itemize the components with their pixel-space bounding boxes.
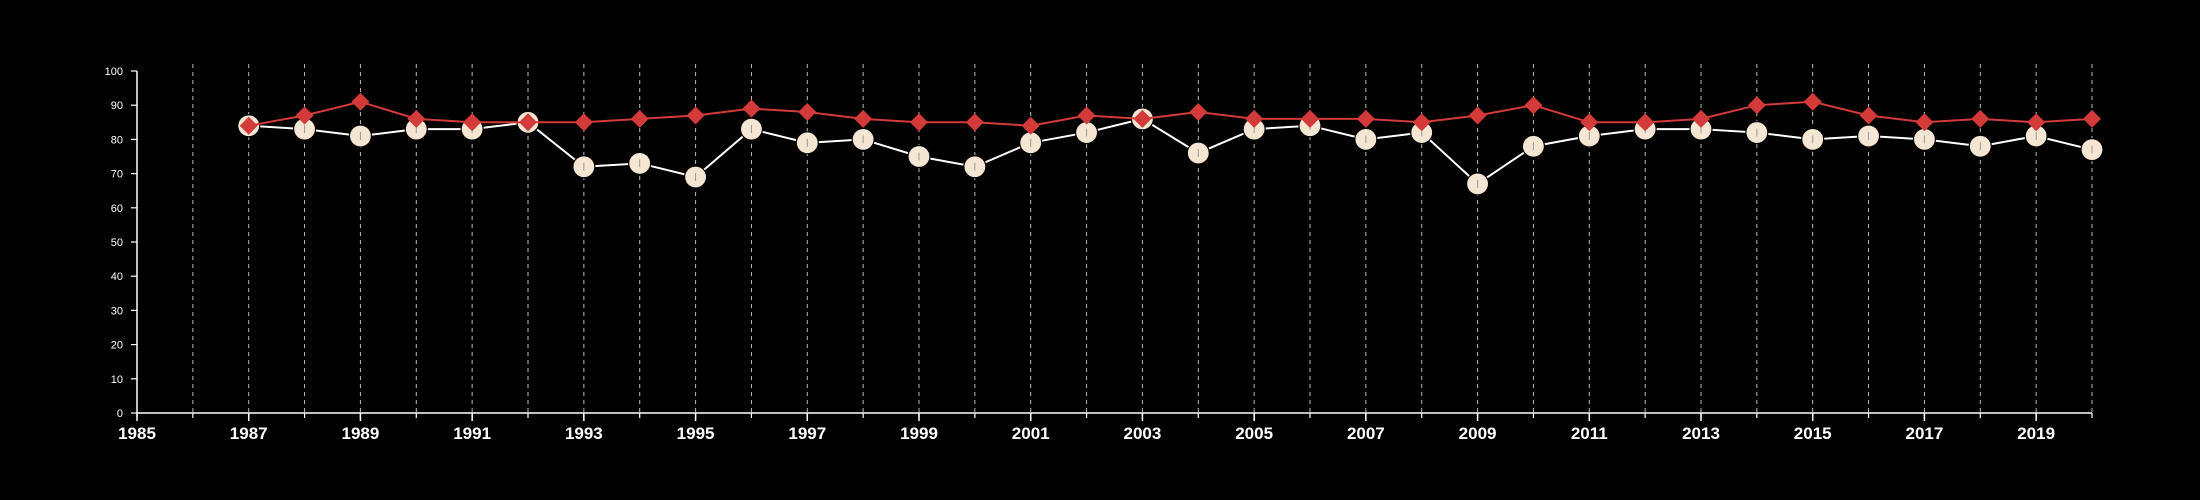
y-tick-label-0: 0 [117,408,123,420]
x-tick-label-2009: 2009 [1459,424,1497,443]
x-tick-label-2015: 2015 [1794,424,1832,443]
point-diamond-1995 [686,106,705,125]
point-diamond-2005 [1245,109,1264,128]
x-tick-label-2013: 2013 [1682,424,1720,443]
point-diamond-2014 [1747,96,1766,115]
point-diamond-1998 [854,109,873,128]
x-tick-label-1993: 1993 [565,424,603,443]
y-tick-label-30: 30 [111,305,123,317]
point-diamond-2015 [1803,92,1822,111]
x-tick-label-2007: 2007 [1347,424,1385,443]
point-diamond-2001 [1021,116,1040,135]
x-tick-label-1985: 1985 [118,424,156,443]
point-diamond-1989 [351,92,370,111]
y-tick-label-20: 20 [111,340,123,352]
x-tick-label-2019: 2019 [2017,424,2055,443]
x-tick-label-2017: 2017 [1906,424,1944,443]
x-tick-label-2005: 2005 [1235,424,1273,443]
point-diamond-2010 [1524,96,1543,115]
point-diamond-2000 [965,113,984,132]
point-diamond-1992 [519,113,537,132]
series-diamond [239,92,2101,135]
point-diamond-1988 [295,106,314,125]
x-tick-label-2011: 2011 [1571,424,1608,443]
y-tick-label-100: 100 [105,66,123,78]
point-diamond-1990 [407,109,426,128]
y-tick-label-10: 10 [111,374,123,386]
point-diamond-2016 [1859,106,1878,125]
axes: 0 10 20 30 40 50 60 70 80 90 100 1985 1987 1989 1991 19… [105,66,2093,443]
y-tick-label-80: 80 [111,134,123,146]
point-diamond-1996 [742,99,761,118]
point-diamond-2011 [1580,113,1599,132]
point-diamond-2007 [1356,109,1375,128]
y-tick-label-40: 40 [111,271,123,283]
series-circle [237,107,2104,196]
point-diamond-2020 [2083,109,2101,128]
x-tick-label-1991: 1991 [453,424,491,443]
x-tick-label-1999: 1999 [900,424,938,443]
point-diamond-1993 [574,113,593,132]
x-tick-label-2001: 2001 [1012,424,1050,443]
series-layer [237,92,2104,196]
point-diamond-2009 [1468,106,1487,125]
point-diamond-2019 [2027,113,2046,132]
x-tick-label-1995: 1995 [677,424,715,443]
point-diamond-2017 [1915,113,1934,132]
point-diamond-2004 [1189,103,1208,122]
point-diamond-1997 [798,103,817,122]
point-diamond-1991 [463,113,482,132]
point-diamond-2008 [1412,113,1431,132]
x-tick-label-1987: 1987 [230,424,268,443]
point-diamond-2002 [1077,106,1096,125]
point-diamond-1994 [630,109,649,128]
series-line-diamond [248,100,2093,127]
point-diamond-2006 [1301,109,1319,128]
y-tick-label-50: 50 [111,237,123,249]
x-tick-label-1989: 1989 [342,424,380,443]
y-tick-label-90: 90 [111,100,123,112]
point-diamond-1999 [910,113,928,132]
x-tick-label-2003: 2003 [1124,424,1162,443]
point-diamond-2012 [1636,113,1655,132]
series-line-circle [248,117,2093,186]
point-diamond-2018 [1971,109,1990,128]
point-diamond-1987 [239,116,258,135]
y-tick-label-60: 60 [111,203,123,215]
point-diamond-2003 [1133,109,1152,128]
x-tick-label-1997: 1997 [788,424,826,443]
point-diamond-2013 [1692,109,1710,128]
y-tick-label-70: 70 [111,169,123,181]
